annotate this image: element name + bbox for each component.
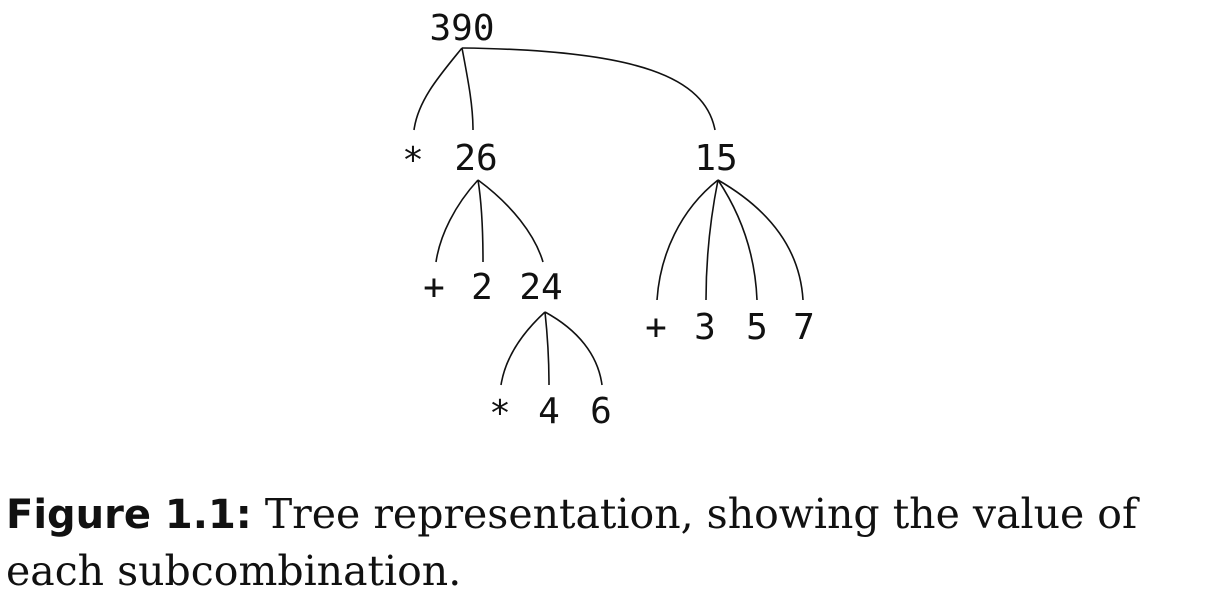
node-26: 26: [454, 138, 497, 179]
edge-26-24: [477, 179, 544, 263]
node-2: 2: [471, 267, 493, 308]
edge-26-2: [477, 179, 484, 263]
edge-24-4: [544, 311, 550, 386]
evaluation-tree-diagram: 390 * 26 15 + 2 24 * 4 6 + 3 5 7: [402, 8, 815, 434]
figure-caption: Figure 1.1: Tree representation, showing…: [6, 486, 1216, 599]
edge-15-5: [717, 179, 758, 301]
edge-26-plus: [435, 179, 479, 263]
node-15: 15: [694, 138, 737, 179]
edge-24-6: [544, 311, 603, 386]
edge-390-times: [413, 47, 463, 131]
edge-24-times: [500, 311, 546, 386]
node-3: 3: [694, 307, 716, 348]
node-7: 7: [793, 307, 815, 348]
node-24: 24: [519, 267, 562, 308]
edge-15-plus: [656, 179, 719, 301]
edge-390-26: [461, 47, 474, 131]
edge-15-3: [705, 179, 719, 301]
edge-390-15: [461, 47, 716, 131]
node-4: 4: [538, 391, 560, 432]
edge-15-7: [717, 179, 804, 301]
node-times-operator-2: *: [489, 393, 511, 434]
node-plus-operator-2: +: [645, 307, 667, 348]
node-6: 6: [590, 391, 612, 432]
node-plus-operator: +: [423, 267, 445, 308]
node-390: 390: [429, 8, 494, 49]
figure-caption-text: Tree representation, showing the value o…: [6, 490, 1138, 595]
figure-label: Figure 1.1:: [6, 492, 252, 538]
node-5: 5: [746, 307, 768, 348]
node-times-operator: *: [402, 140, 424, 181]
